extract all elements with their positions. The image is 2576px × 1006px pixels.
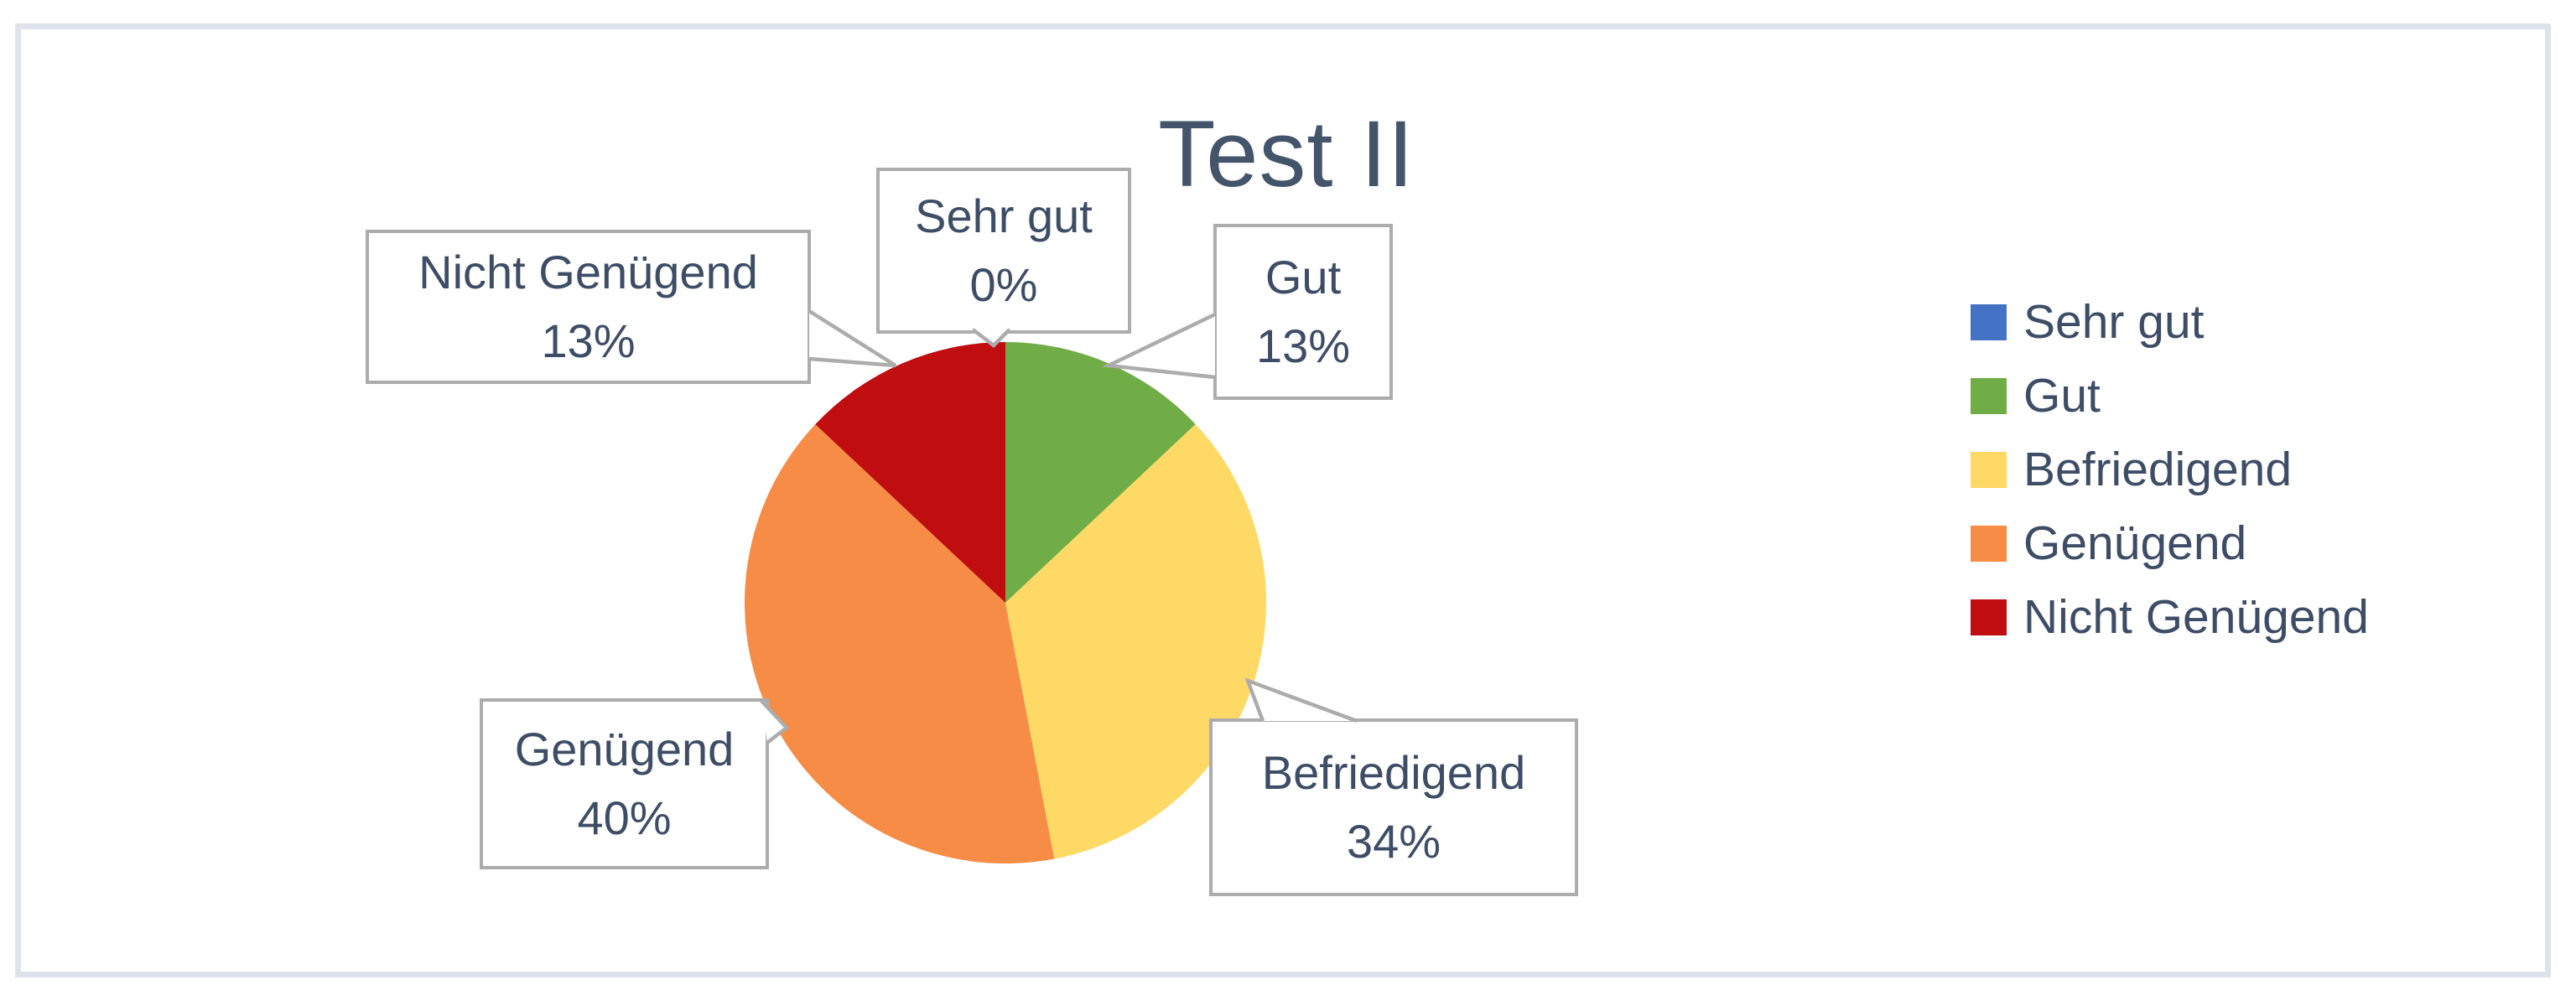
data-label-genuegend: Genügend 40%	[480, 698, 769, 869]
legend-item-gut: Gut	[1971, 359, 2369, 433]
legend-label: Gut	[2023, 369, 2101, 423]
pie-slice-befriedigend	[1005, 424, 1267, 859]
legend-item-genuegend: Genügend	[1971, 506, 2369, 580]
leader-genuegend	[760, 699, 790, 744]
legend-label: Genügend	[2023, 516, 2247, 570]
legend: Sehr gut Gut Befriedigend Genügend Nicht…	[1971, 285, 2369, 654]
legend-item-befriedigend: Befriedigend	[1971, 433, 2369, 506]
legend-label: Nicht Genügend	[2023, 590, 2369, 644]
data-label-name: Genügend	[514, 723, 735, 775]
data-label-percent: 13%	[1255, 319, 1351, 372]
legend-swatch-gut	[1971, 377, 2007, 414]
data-label-name: Gut	[1265, 251, 1342, 303]
data-label-percent: 34%	[1346, 815, 1441, 868]
leader-befriedigend	[1244, 677, 1358, 723]
data-label-name: Befriedigend	[1261, 746, 1526, 799]
pie-slices	[744, 342, 1267, 864]
legend-item-sehr-gut: Sehr gut	[1971, 285, 2369, 359]
leader-gut	[1101, 312, 1216, 380]
data-label-gut: Gut 13%	[1213, 224, 1393, 400]
data-label-befriedigend: Befriedigend 34%	[1209, 718, 1578, 896]
data-label-name: Sehr gut	[915, 189, 1093, 242]
legend-label: Befriedigend	[2023, 443, 2293, 496]
pie-slice-gut	[1005, 342, 1196, 603]
chart-title: Test II	[1158, 101, 1415, 206]
pie-slice-gen-gend	[744, 424, 1055, 864]
data-label-nicht-genuegend: Nicht Genügend 13%	[366, 230, 811, 384]
legend-swatch-sehr-gut	[1971, 303, 2007, 340]
data-label-percent: 13%	[541, 314, 636, 367]
legend-item-nicht-genuegend: Nicht Genügend	[1971, 580, 2369, 654]
legend-swatch-genuegend	[1971, 525, 2007, 562]
legend-label: Sehr gut	[2023, 295, 2205, 349]
legend-swatch-nicht-genuegend	[1971, 599, 2007, 635]
data-label-name: Nicht Genügend	[418, 246, 758, 298]
data-label-percent: 0%	[969, 258, 1038, 311]
pie-slice-nicht-gen-gend	[815, 342, 1005, 603]
leader-sehr-gut	[971, 328, 1011, 348]
data-label-percent: 40%	[577, 791, 672, 844]
leader-nicht-genuegend	[808, 309, 897, 368]
legend-swatch-befriedigend	[1971, 451, 2007, 488]
